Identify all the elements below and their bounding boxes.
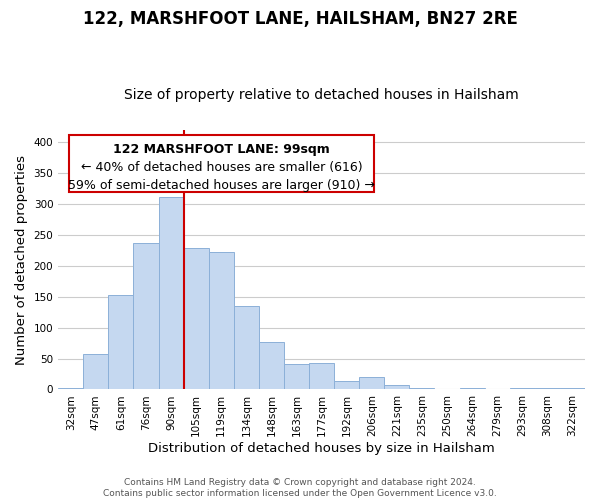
Bar bbox=[209, 252, 234, 390]
Bar bbox=[58, 388, 83, 390]
Y-axis label: Number of detached properties: Number of detached properties bbox=[15, 154, 28, 364]
Bar bbox=[560, 388, 585, 390]
Bar bbox=[309, 364, 334, 390]
Bar bbox=[284, 364, 309, 390]
Bar bbox=[83, 354, 109, 390]
Bar bbox=[259, 342, 284, 390]
Bar bbox=[158, 197, 184, 390]
Text: ← 40% of detached houses are smaller (616): ← 40% of detached houses are smaller (61… bbox=[80, 160, 362, 173]
Title: Size of property relative to detached houses in Hailsham: Size of property relative to detached ho… bbox=[124, 88, 519, 102]
Bar bbox=[234, 306, 259, 390]
X-axis label: Distribution of detached houses by size in Hailsham: Distribution of detached houses by size … bbox=[148, 442, 495, 455]
Bar bbox=[109, 295, 133, 390]
Bar bbox=[133, 243, 158, 390]
Text: 122 MARSHFOOT LANE: 99sqm: 122 MARSHFOOT LANE: 99sqm bbox=[113, 142, 330, 156]
Bar bbox=[385, 385, 409, 390]
Bar bbox=[510, 388, 535, 390]
Text: Contains HM Land Registry data © Crown copyright and database right 2024.
Contai: Contains HM Land Registry data © Crown c… bbox=[103, 478, 497, 498]
Bar bbox=[184, 248, 209, 390]
Text: 59% of semi-detached houses are larger (910) →: 59% of semi-detached houses are larger (… bbox=[68, 179, 375, 192]
Bar bbox=[535, 388, 560, 390]
Bar bbox=[409, 388, 434, 390]
Bar bbox=[359, 377, 385, 390]
Text: 122, MARSHFOOT LANE, HAILSHAM, BN27 2RE: 122, MARSHFOOT LANE, HAILSHAM, BN27 2RE bbox=[83, 10, 517, 28]
FancyBboxPatch shape bbox=[69, 135, 374, 192]
Bar bbox=[334, 381, 359, 390]
Bar bbox=[460, 388, 485, 390]
